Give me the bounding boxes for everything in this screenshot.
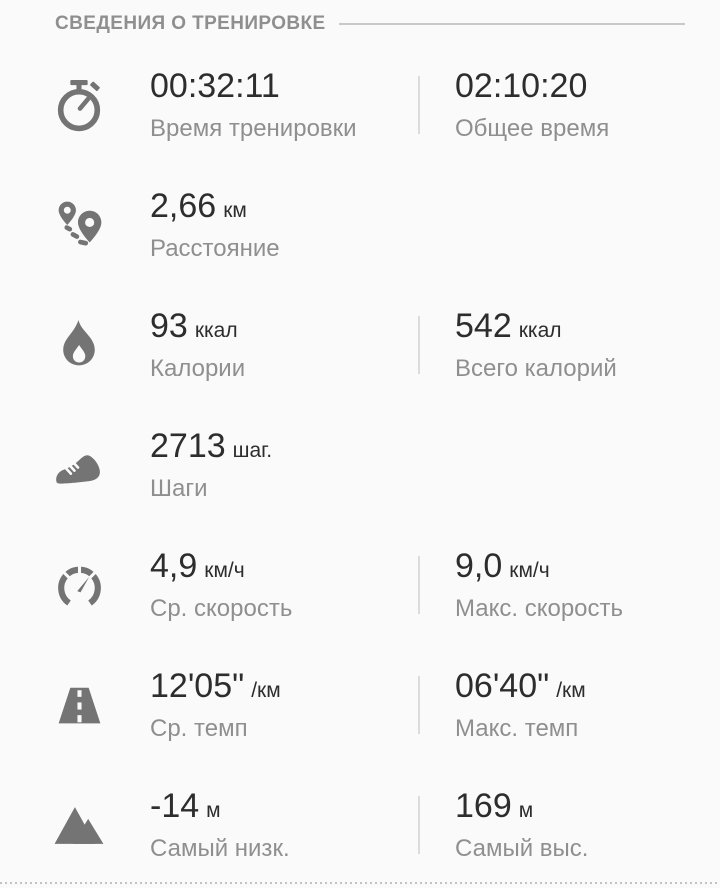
stat-max-pace: 06'40" /км Макс. темп: [455, 645, 720, 765]
stat-unit: м: [206, 799, 221, 822]
header-divider-line: [338, 23, 685, 25]
stat-steps: 2713 шаг. Шаги: [150, 405, 418, 525]
speedometer-icon: [58, 565, 101, 606]
stat-row-pace: 12'05" /км Ср. темп 06'40" /км Макс. темп: [0, 645, 720, 765]
stat-label: Расстояние: [150, 235, 280, 262]
stat-unit: /км: [251, 679, 281, 702]
stat-value: 06'40": [455, 667, 550, 705]
flame-icon: [63, 319, 95, 365]
stat-row-speed: 4,9 км/ч Ср. скорость 9,0 км/ч Макс. скоро…: [0, 525, 720, 645]
stat-label: Шаги: [150, 475, 208, 502]
stat-label: Всего калорий: [455, 355, 617, 382]
stat-unit: /км: [556, 679, 586, 702]
stat-row-duration: 00:32:11 Время тренировки 02:10:20 Общее…: [0, 45, 720, 165]
bottom-dotted-divider: [0, 882, 720, 884]
shoe-icon: [56, 454, 100, 484]
column-divider: [418, 316, 420, 374]
stat-avg-pace: 12'05" /км Ср. темп: [150, 645, 418, 765]
stat-row-elevation: -14 м Самый низк. 169 м Самый выс.: [0, 765, 720, 885]
route-icon: [58, 201, 102, 246]
workout-details-list: 00:32:11 Время тренировки 02:10:20 Общее…: [0, 45, 720, 885]
stat-value: 2,66: [150, 187, 217, 225]
stat-distance: 2,66 км Расстояние: [150, 165, 418, 285]
stat-value: 2713: [150, 427, 226, 465]
stat-unit: шаг.: [232, 439, 273, 462]
stat-unit: ккал: [194, 319, 238, 342]
stat-label: Макс. темп: [455, 715, 579, 742]
stat-row-distance: 2,66 км Расстояние: [0, 165, 720, 285]
stat-label: Ср. темп: [150, 715, 248, 742]
mountains-icon: [54, 806, 104, 844]
stat-value: 9,0: [455, 547, 503, 585]
stat-unit: км/ч: [204, 559, 245, 582]
road-icon: [58, 687, 101, 723]
column-divider: [418, 676, 420, 734]
stat-avg-speed: 4,9 км/ч Ср. скорость: [150, 525, 418, 645]
stat-value: 00:32:11: [150, 67, 280, 105]
stat-value: 4,9: [150, 547, 198, 585]
stat-row-steps: 2713 шаг. Шаги: [0, 405, 720, 525]
stat-unit: ккал: [518, 319, 562, 342]
stat-workout-time: 00:32:11 Время тренировки: [150, 45, 418, 165]
stat-value: 12'05": [150, 667, 245, 705]
column-divider: [418, 796, 420, 854]
stat-label: Макс. скорость: [455, 595, 624, 622]
stat-label: Общее время: [455, 115, 610, 142]
stopwatch-icon: [57, 79, 101, 131]
stat-max-speed: 9,0 км/ч Макс. скорость: [455, 525, 720, 645]
stat-calories: 93 ккал Калории: [150, 285, 418, 405]
stat-value: 93: [150, 307, 188, 345]
stat-lowest-elevation: -14 м Самый низк.: [150, 765, 418, 885]
stat-total-calories: 542 ккал Всего калорий: [455, 285, 720, 405]
section-header: СВЕДЕНИЯ О ТРЕНИРОВКЕ: [0, 0, 720, 42]
stat-value: -14: [150, 787, 200, 825]
stat-highest-elevation: 169 м Самый выс.: [455, 765, 720, 885]
stat-unit: км: [223, 199, 247, 222]
stat-label: Самый выс.: [455, 835, 589, 862]
section-title: СВЕДЕНИЯ О ТРЕНИРОВКЕ: [55, 13, 326, 34]
stat-value: 542: [455, 307, 512, 345]
stat-unit: км/ч: [509, 559, 550, 582]
stat-label: Калории: [150, 355, 246, 382]
stat-row-calories: 93 ккал Калории 542 ккал Всего калорий: [0, 285, 720, 405]
column-divider: [418, 556, 420, 614]
stat-label: Ср. скорость: [150, 595, 293, 622]
stat-label: Самый низк.: [150, 835, 290, 862]
stat-unit: м: [518, 799, 534, 822]
stat-value: 169: [455, 787, 512, 825]
stat-total-time: 02:10:20 Общее время: [455, 45, 720, 165]
stat-label: Время тренировки: [150, 115, 357, 142]
column-divider: [418, 76, 420, 134]
stat-value: 02:10:20: [455, 67, 588, 105]
